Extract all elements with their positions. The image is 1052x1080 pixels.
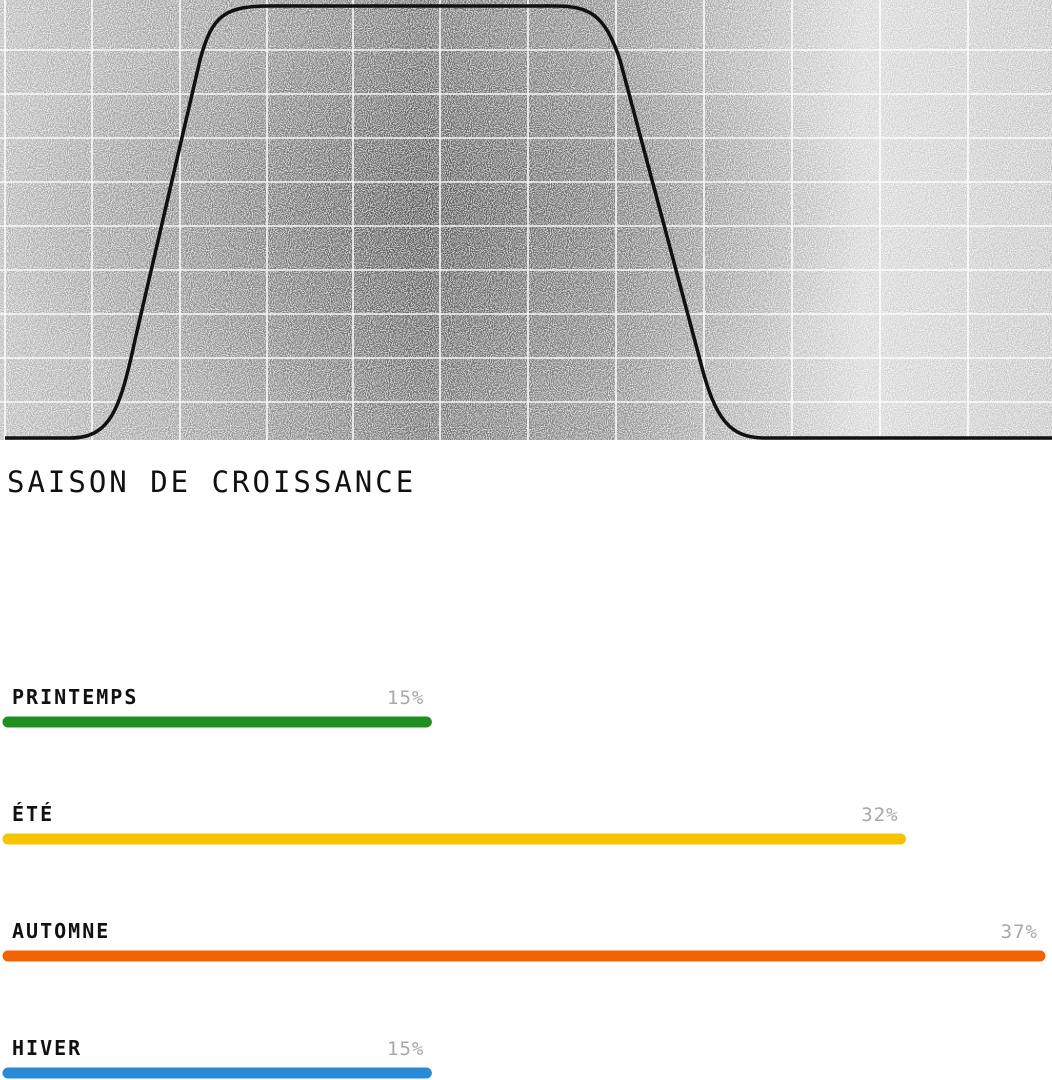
value-label: 32%	[861, 804, 898, 826]
season-curve	[5, 4, 1052, 440]
value-label: 37%	[1001, 921, 1038, 943]
category-label: AUTOMNE	[12, 919, 110, 943]
season-image	[0, 0, 1052, 440]
value-label: 15%	[387, 1038, 424, 1060]
image-grid	[0, 0, 1052, 440]
category-label: HIVER	[12, 1036, 82, 1060]
chart-title: SAISON DE CROISSANCE	[7, 465, 416, 499]
category-label: ÉTÉ	[12, 802, 54, 826]
category-label: PRINTEMPS	[12, 685, 138, 709]
value-label: 15%	[387, 687, 424, 709]
